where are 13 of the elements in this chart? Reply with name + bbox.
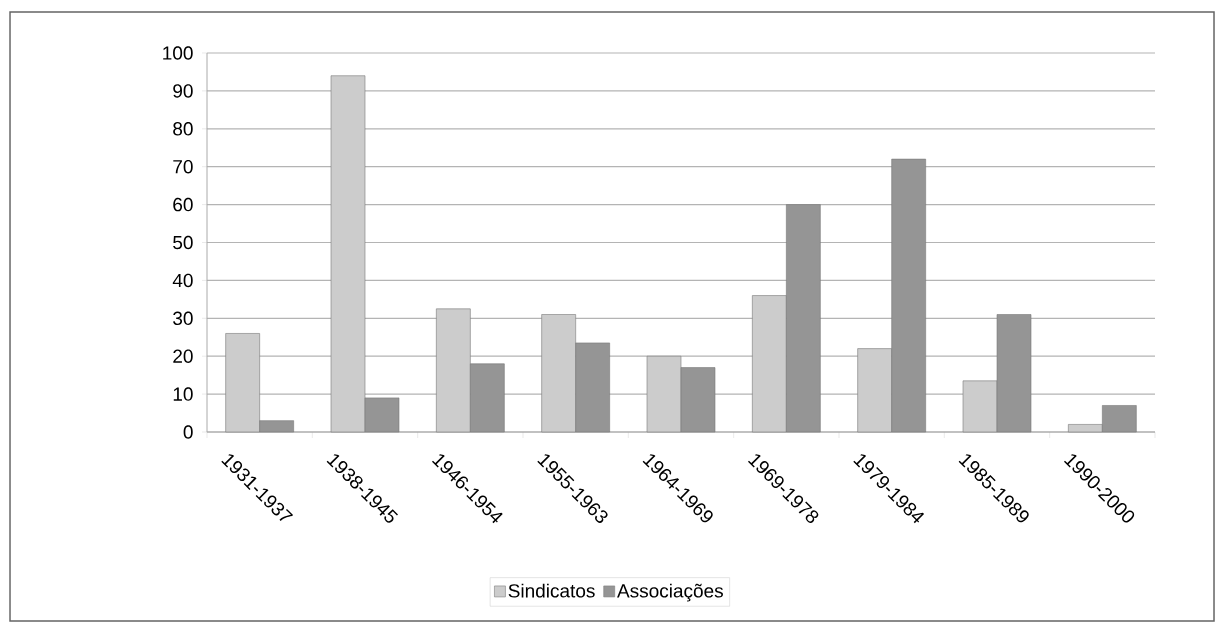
y-tick-label: 80 bbox=[173, 122, 193, 136]
y-tick-label: 40 bbox=[172, 273, 193, 288]
y-tick-label: 50 bbox=[173, 235, 193, 250]
y-tick-label: 90 bbox=[173, 84, 193, 98]
y-tick-label: 10 bbox=[173, 387, 193, 401]
y-tick-label: 100 bbox=[163, 46, 193, 60]
legend-label: Sindicatos bbox=[508, 583, 595, 598]
y-tick-label: 30 bbox=[173, 311, 193, 326]
legend-label: Associações bbox=[617, 583, 723, 602]
y-tick-label: 0 bbox=[183, 425, 193, 439]
y-tick-label: 20 bbox=[173, 349, 193, 363]
y-tick-label: 70 bbox=[173, 159, 193, 174]
y-tick-label: 60 bbox=[173, 197, 193, 212]
